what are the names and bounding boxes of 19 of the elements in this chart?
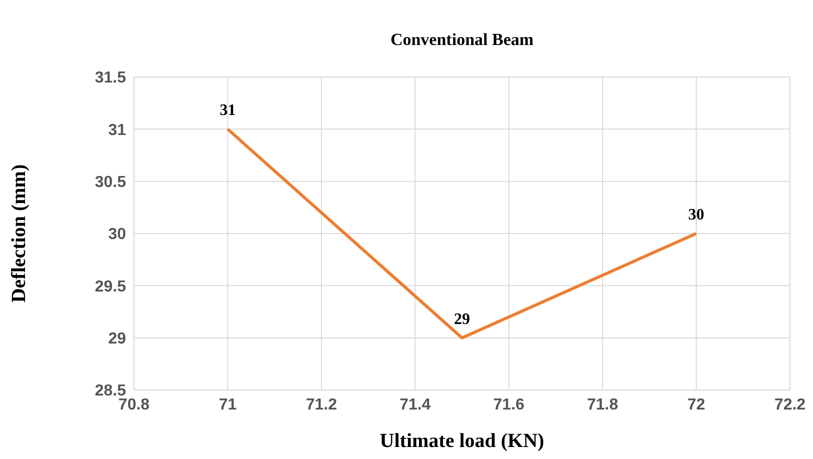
y-tick-label: 30 [108, 226, 126, 244]
data-label: 30 [688, 206, 704, 224]
chart-title: Conventional Beam [389, 30, 535, 50]
data-label: 29 [454, 310, 470, 328]
x-axis-title: Ultimate load (KN) [380, 430, 544, 452]
y-tick-label: 31 [108, 122, 126, 139]
x-tick-label: 71.2 [306, 396, 338, 414]
y-tick-label: 30.5 [94, 174, 126, 192]
x-tick-label: 71.4 [400, 396, 431, 414]
y-tick-label: 29 [108, 330, 126, 348]
y-tick-label: 31.5 [94, 70, 126, 87]
x-tick-label: 71 [218, 396, 237, 414]
y-tick-label: 29.5 [94, 278, 126, 296]
x-tick-label: 72.2 [774, 396, 806, 414]
x-tick-label: 72 [687, 396, 706, 414]
data-label: 31 [220, 102, 236, 120]
x-tick-label: 71.8 [587, 396, 618, 414]
y-axis-title: Deflection (mm) [8, 164, 30, 303]
x-tick-label: 71.6 [493, 396, 525, 414]
